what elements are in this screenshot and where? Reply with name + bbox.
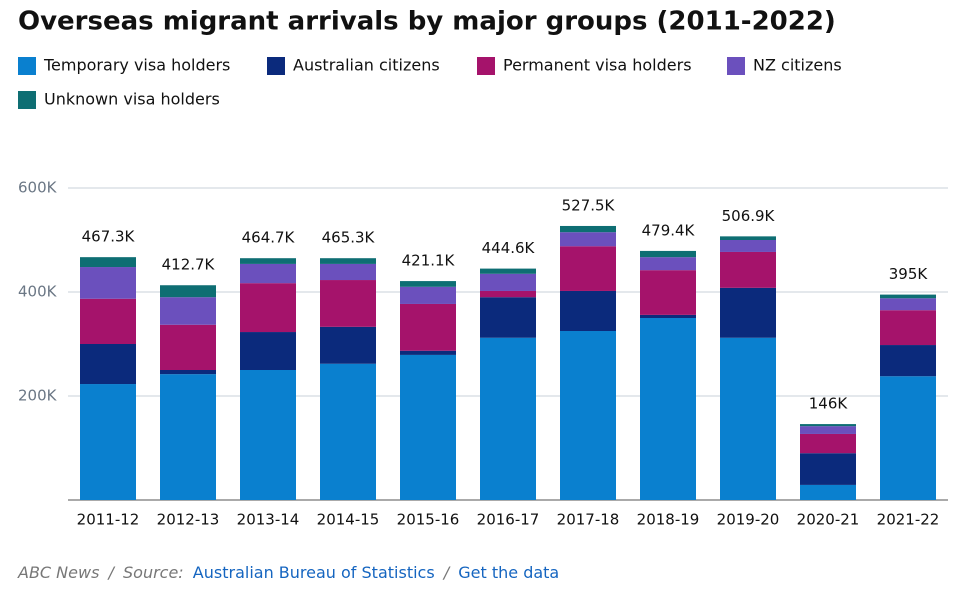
bar-segment xyxy=(160,285,216,298)
bar-segment xyxy=(880,310,936,346)
legend-swatch xyxy=(477,57,495,75)
bar-segment xyxy=(480,337,536,500)
bar-segment xyxy=(400,286,456,304)
bar-segment xyxy=(640,270,696,315)
legend-label: Australian citizens xyxy=(293,56,440,75)
outlet: ABC News xyxy=(17,563,99,582)
bar-segment xyxy=(800,453,856,485)
bar-segment xyxy=(160,374,216,500)
source-label: Source: xyxy=(123,563,184,582)
bar-segment xyxy=(560,246,616,291)
separator: / xyxy=(107,563,116,582)
bar-segment xyxy=(240,283,296,333)
x-tick-label: 2014-15 xyxy=(317,511,380,529)
bar-segment xyxy=(400,350,456,355)
bar-segment xyxy=(480,290,536,298)
bar-segment xyxy=(80,298,136,344)
bar-segment xyxy=(80,344,136,385)
bar-segment xyxy=(720,236,776,240)
y-tick-label: 200K xyxy=(18,387,58,405)
bar-segment xyxy=(560,290,616,331)
bar-segment xyxy=(640,257,696,271)
total-label: 421.1K xyxy=(402,252,456,270)
bar-segment xyxy=(160,297,216,325)
bar-segment xyxy=(240,263,296,284)
y-tick-label: 400K xyxy=(18,283,58,301)
bar-segment xyxy=(240,258,296,264)
bar-segment xyxy=(800,433,856,454)
x-tick-label: 2019-20 xyxy=(717,511,780,529)
bar-segment xyxy=(320,263,376,281)
bar-segment xyxy=(560,225,616,233)
bar-segment xyxy=(160,370,216,375)
separator: / xyxy=(442,563,451,582)
total-label: 464.7K xyxy=(242,229,296,247)
x-tick-label: 2017-18 xyxy=(557,511,620,529)
bar-segment xyxy=(400,303,456,351)
x-tick-label: 2012-13 xyxy=(157,511,220,529)
bar-segment xyxy=(880,345,936,377)
bar-segment xyxy=(800,426,856,434)
legend-swatch xyxy=(18,91,36,109)
legend-label: Permanent visa holders xyxy=(503,56,692,75)
bar-segment xyxy=(400,281,456,287)
data-link[interactable]: Get the data xyxy=(458,563,559,582)
bar-segment xyxy=(160,324,216,370)
legend-label: NZ citizens xyxy=(753,56,842,75)
footer: ABC News / Source: Australian Bureau of … xyxy=(17,563,559,582)
bar-segment xyxy=(320,363,376,500)
total-label: 146K xyxy=(809,395,849,413)
legend-swatch xyxy=(18,57,36,75)
bar-segment xyxy=(640,250,696,258)
legend-label: Temporary visa holders xyxy=(43,56,230,75)
total-label: 395K xyxy=(889,265,929,283)
bar-segment xyxy=(720,287,776,338)
bar-segment xyxy=(400,354,456,500)
total-label: 479.4K xyxy=(642,221,696,239)
x-tick-label: 2018-19 xyxy=(637,511,700,529)
legend-swatch xyxy=(267,57,285,75)
bar-segment xyxy=(480,268,536,274)
bar-segment xyxy=(320,326,376,364)
bar-segment xyxy=(800,484,856,500)
y-tick-label: 600K xyxy=(18,179,58,197)
source-link[interactable]: Australian Bureau of Statistics xyxy=(193,563,435,582)
x-tick-label: 2021-22 xyxy=(877,511,940,529)
bar-segment xyxy=(880,376,936,500)
bar-segment xyxy=(720,337,776,500)
total-label: 444.6K xyxy=(482,239,536,257)
bar-segment xyxy=(80,267,136,299)
x-tick-label: 2015-16 xyxy=(397,511,460,529)
total-label: 412.7K xyxy=(162,256,216,274)
bar-segment xyxy=(720,251,776,288)
chart-title: Overseas migrant arrivals by major group… xyxy=(18,7,836,37)
bar-segment xyxy=(320,258,376,264)
bar-segment xyxy=(720,240,776,252)
bar-segment xyxy=(640,314,696,318)
bar-segment xyxy=(320,280,376,327)
x-tick-label: 2013-14 xyxy=(237,511,300,529)
total-label: 506.9K xyxy=(722,207,776,225)
x-tick-label: 2016-17 xyxy=(477,511,540,529)
bar-segment xyxy=(880,294,936,299)
bar-segment xyxy=(480,297,536,338)
bar-segment xyxy=(560,331,616,500)
total-label: 465.3K xyxy=(322,229,376,247)
bar-segment xyxy=(800,424,856,427)
bar-segment xyxy=(80,257,136,268)
legend-swatch xyxy=(727,57,745,75)
bar-segment xyxy=(880,298,936,311)
bar-segment xyxy=(480,273,536,291)
bar-segment xyxy=(640,318,696,500)
bar-segment xyxy=(240,332,296,370)
x-tick-label: 2020-21 xyxy=(797,511,860,529)
bar-segment xyxy=(240,370,296,500)
bar-segment xyxy=(80,384,136,500)
legend-label: Unknown visa holders xyxy=(44,90,220,109)
bar-segment xyxy=(560,232,616,247)
total-label: 527.5K xyxy=(562,196,616,214)
total-label: 467.3K xyxy=(82,228,136,246)
x-tick-label: 2011-12 xyxy=(77,511,140,529)
